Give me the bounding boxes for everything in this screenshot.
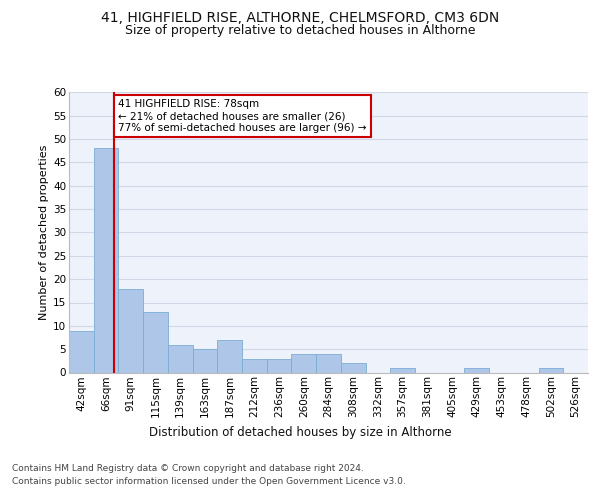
Bar: [217, 340, 242, 372]
Text: 41, HIGHFIELD RISE, ALTHORNE, CHELMSFORD, CM3 6DN: 41, HIGHFIELD RISE, ALTHORNE, CHELMSFORD…: [101, 11, 499, 25]
Text: 41 HIGHFIELD RISE: 78sqm
← 21% of detached houses are smaller (26)
77% of semi-d: 41 HIGHFIELD RISE: 78sqm ← 21% of detach…: [118, 100, 367, 132]
Bar: [267, 358, 292, 372]
Y-axis label: Number of detached properties: Number of detached properties: [39, 145, 49, 320]
Bar: [193, 349, 217, 372]
Text: Distribution of detached houses by size in Althorne: Distribution of detached houses by size …: [149, 426, 451, 439]
Bar: [69, 330, 94, 372]
Text: Contains HM Land Registry data © Crown copyright and database right 2024.: Contains HM Land Registry data © Crown c…: [12, 464, 364, 473]
Text: Contains public sector information licensed under the Open Government Licence v3: Contains public sector information licen…: [12, 477, 406, 486]
Bar: [143, 312, 168, 372]
Bar: [168, 344, 193, 372]
Bar: [341, 363, 365, 372]
Bar: [118, 288, 143, 372]
Bar: [464, 368, 489, 372]
Bar: [316, 354, 341, 372]
Text: Size of property relative to detached houses in Althorne: Size of property relative to detached ho…: [125, 24, 475, 37]
Bar: [292, 354, 316, 372]
Bar: [390, 368, 415, 372]
Bar: [242, 358, 267, 372]
Bar: [539, 368, 563, 372]
Bar: [94, 148, 118, 372]
